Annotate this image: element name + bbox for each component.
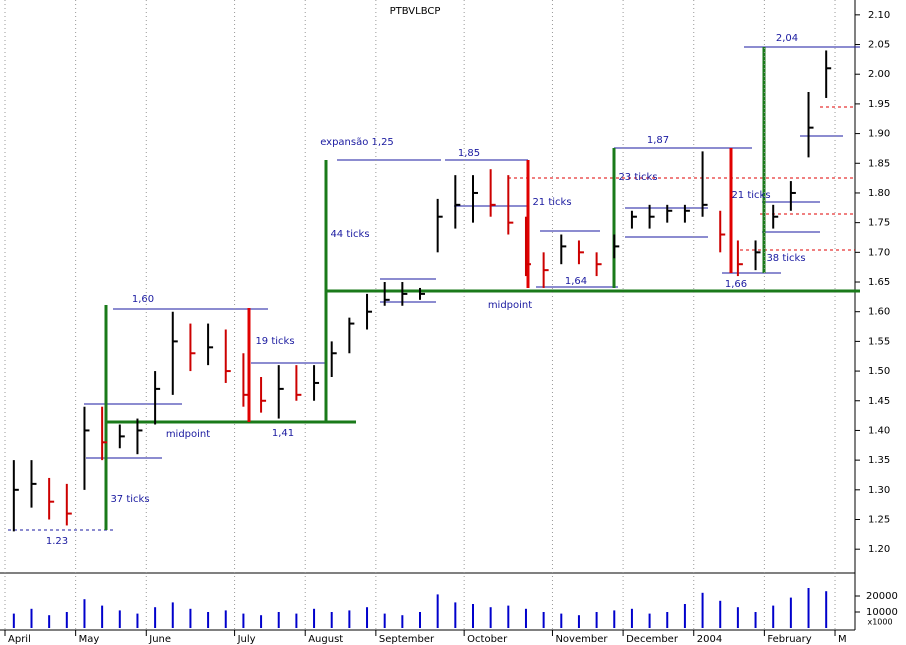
y-tick-label: 1.95 xyxy=(868,99,890,110)
x-tick-label: November xyxy=(555,634,608,645)
annotation: 1,41 xyxy=(272,428,294,439)
y-tick-label: 2.05 xyxy=(868,40,890,51)
annotation: 1.23 xyxy=(46,536,68,547)
annotation: expansão 1,25 xyxy=(320,137,394,148)
x-tick-label: June xyxy=(148,634,171,645)
x-tick-label: October xyxy=(467,634,508,645)
x-tick-label: July xyxy=(237,634,256,645)
chart-title: PTBVLBCP xyxy=(390,6,441,17)
y-tick-label: 1.70 xyxy=(868,247,890,258)
x-tick-label: August xyxy=(308,634,343,645)
y-tick-label: 1.25 xyxy=(868,515,890,526)
y-tick-label: 1.85 xyxy=(868,158,890,169)
annotation: 38 ticks xyxy=(766,253,805,264)
y-tick-label: 1.40 xyxy=(868,425,890,436)
annotation: 23 ticks xyxy=(618,172,657,183)
annotation: 21 ticks xyxy=(532,197,571,208)
volume-tick-label: 20000 xyxy=(866,591,898,602)
x-tick-label: May xyxy=(79,634,100,645)
annotation: 21 ticks xyxy=(731,190,770,201)
annotation: 2,04 xyxy=(776,33,798,44)
x-tick-label: M xyxy=(838,634,847,645)
y-tick-label: 1.30 xyxy=(868,485,890,496)
annotation: midpoint xyxy=(488,300,532,311)
annotation: 44 ticks xyxy=(330,229,369,240)
y-tick-label: 2.10 xyxy=(868,10,890,21)
annotations: 1,60 19 ticks 1,41 midpoint 37 ticks 1.2… xyxy=(8,33,860,547)
y-tick-label: 1.75 xyxy=(868,218,890,229)
y-tick-label: 1.65 xyxy=(868,277,890,288)
volume-tick-label: 10000 xyxy=(866,607,898,618)
x-tick-label: April xyxy=(8,634,31,645)
annotation: 37 ticks xyxy=(110,494,149,505)
y-tick-label: 1.20 xyxy=(868,544,890,555)
x-tick-label: February xyxy=(767,634,811,645)
y-tick-label: 1.50 xyxy=(868,366,890,377)
y-tick-label: 2.00 xyxy=(868,69,890,80)
annotation: 1,64 xyxy=(565,276,587,287)
x-tick-label: September xyxy=(379,634,435,645)
y-tick-label: 1.80 xyxy=(868,188,890,199)
y-tick-label: 1.90 xyxy=(868,129,890,140)
y-tick-label: 1.35 xyxy=(868,455,890,466)
y-tick-label: 1.45 xyxy=(868,396,890,407)
volume-unit: x1000 xyxy=(867,618,892,627)
annotation: 19 ticks xyxy=(255,336,294,347)
annotation: 1,85 xyxy=(458,148,480,159)
annotation: 1,66 xyxy=(725,279,747,290)
annotation: 1,87 xyxy=(647,135,669,146)
y-tick-label: 1.55 xyxy=(868,336,890,347)
x-tick-label: 2004 xyxy=(697,634,722,645)
y-tick-label: 1.60 xyxy=(868,307,890,318)
x-tick-label: December xyxy=(626,634,679,645)
annotation: midpoint xyxy=(166,429,210,440)
annotation: 1,60 xyxy=(132,294,154,305)
